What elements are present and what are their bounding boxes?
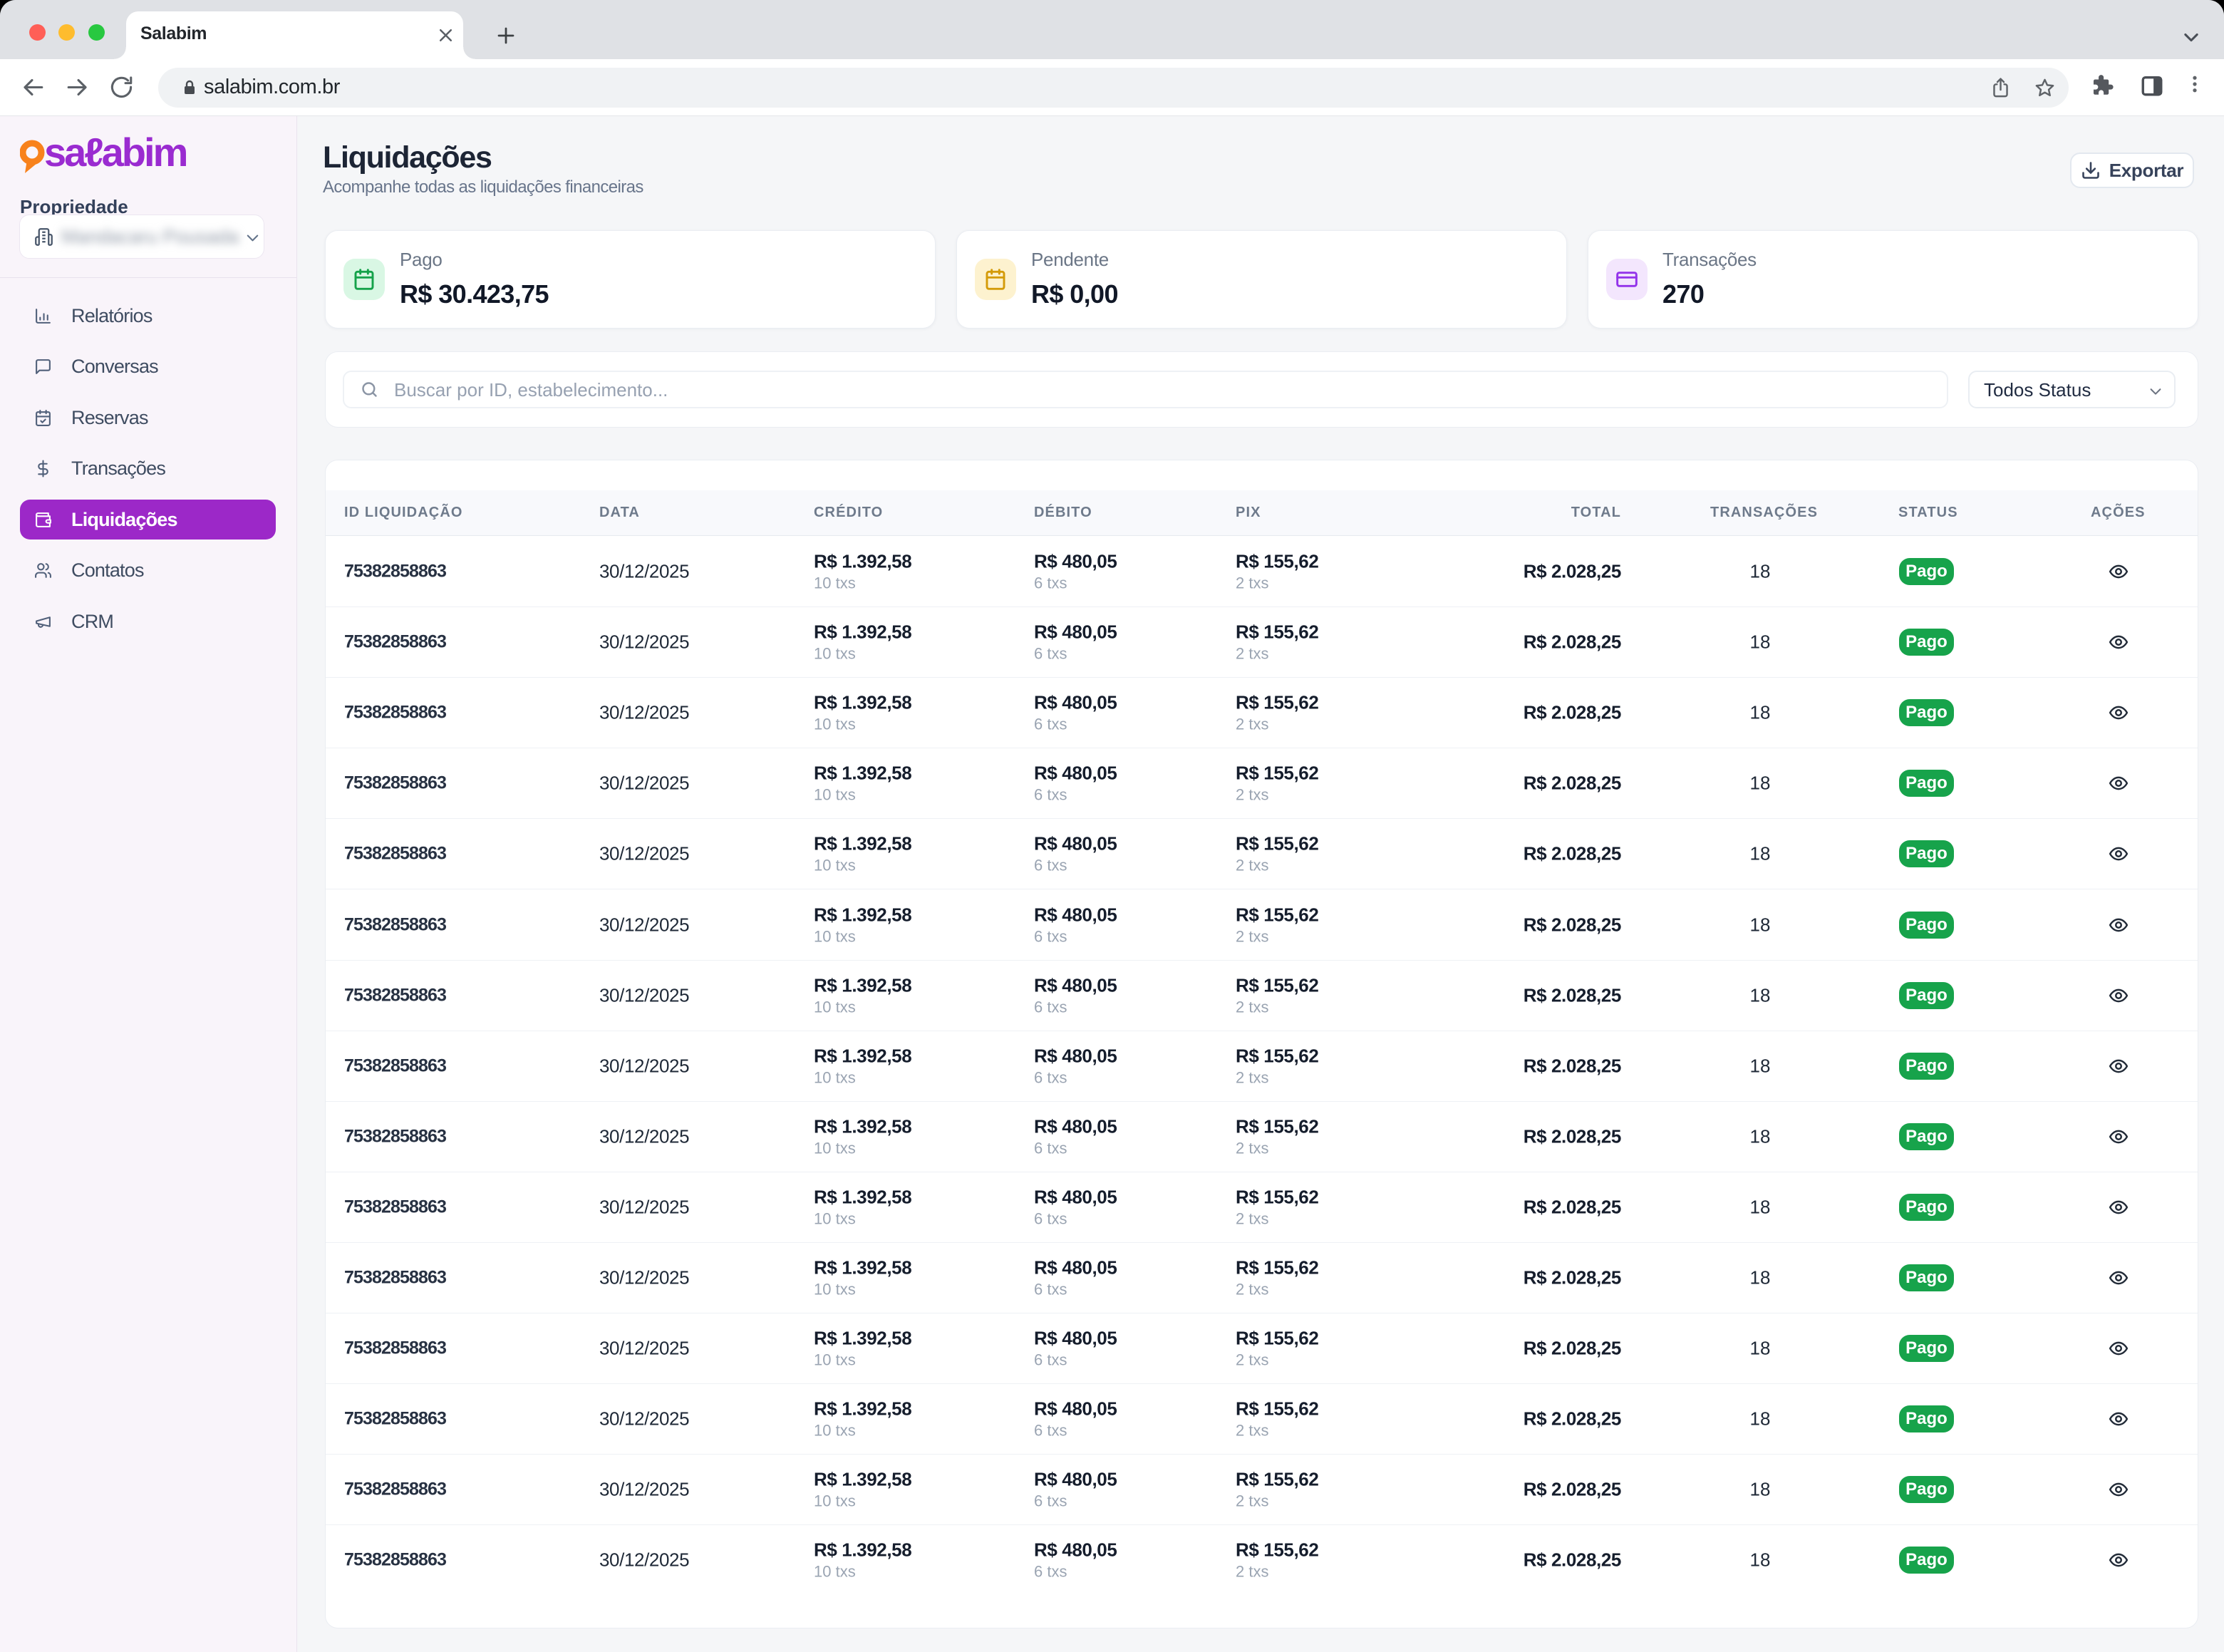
svg-text:saℓabim: saℓabim — [44, 130, 187, 175]
